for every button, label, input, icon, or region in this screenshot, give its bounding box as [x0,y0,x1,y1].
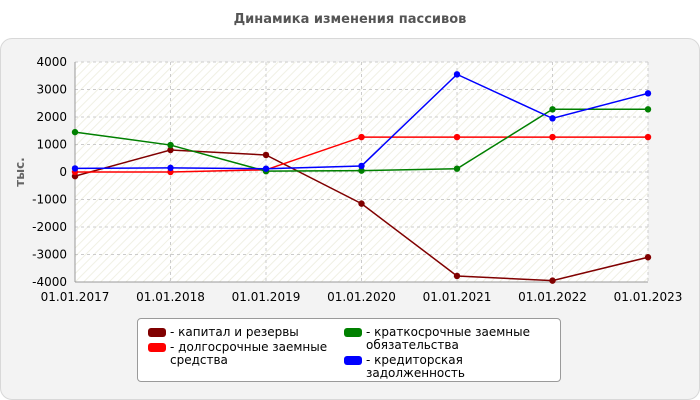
data-point [262,165,270,172]
x-tick-label: 01.01.2017 [41,290,110,304]
legend-label-capital: - капитал и резервы [170,325,299,339]
data-point [453,133,461,141]
data-point [549,277,556,284]
y-tick-label: 0 [59,165,67,179]
y-tick-label: 4000 [36,55,67,69]
chart-title: Динамика изменения пассивов [233,12,467,27]
series-3 [71,71,652,172]
y-tick-label: -1000 [32,193,67,207]
data-point [644,106,652,113]
data-point [453,272,461,280]
legend-item-capital: - капитал и резервы [148,326,299,339]
y-tick-labels: 4000 3000 2000 1000 0 -1000 -2000 -3000 -4000 [32,55,67,289]
legend-item-longterm: - долгосрочные заемные средства [148,341,327,367]
y-tick-label: 3000 [36,83,67,97]
y-tick-label: 1000 [36,138,67,152]
data-point [549,115,556,122]
y-tick-label: -4000 [32,275,67,289]
data-point [358,133,365,141]
data-point [262,151,270,159]
data-point [358,167,365,174]
legend-swatch-payable [344,356,362,365]
x-tick-label: 01.01.2018 [136,290,205,304]
legend-item-shortterm: - краткосрочные заемные обязательства [344,326,530,352]
data-point [358,200,365,207]
x-tick-label: 01.01.2019 [232,290,301,304]
data-point [644,133,652,141]
data-point [71,165,79,172]
x-tick-label: 01.01.2023 [614,290,683,304]
y-tick-label: -2000 [32,220,67,234]
legend-swatch-longterm [148,343,166,352]
data-point [644,254,652,261]
data-point [167,146,174,154]
legend-swatch-capital [148,328,166,337]
x-tick-label: 01.01.2020 [327,290,396,304]
x-tick-label: 01.01.2021 [423,290,492,304]
legend: - капитал и резервы - долгосрочные заемн… [137,318,561,382]
series-0 [71,146,652,284]
y-tick-label: 2000 [36,110,67,124]
data-point [453,165,461,172]
data-point [71,128,79,136]
legend-label-shortterm: - краткосрочные заемные обязательства [366,325,530,352]
y-tick-label: -3000 [32,248,67,262]
data-point [453,71,461,78]
y-axis-label: тыс. [13,157,27,186]
data-point [549,133,556,141]
data-point [167,164,174,172]
series-1 [71,133,652,176]
legend-item-payable: - кредиторская задолженность [344,354,560,380]
data-point [167,141,174,149]
x-tick-label: 01.01.2022 [518,290,587,304]
series-group [71,71,652,284]
data-point [549,106,556,113]
legend-swatch-shortterm [344,328,362,337]
data-point [644,90,652,97]
legend-label-payable: - кредиторская задолженность [366,353,467,380]
legend-label-longterm: - долгосрочные заемные средства [170,340,328,367]
x-tick-labels: 01.01.2017 01.01.2018 01.01.2019 01.01.2020… [41,290,683,304]
data-point [358,162,365,170]
